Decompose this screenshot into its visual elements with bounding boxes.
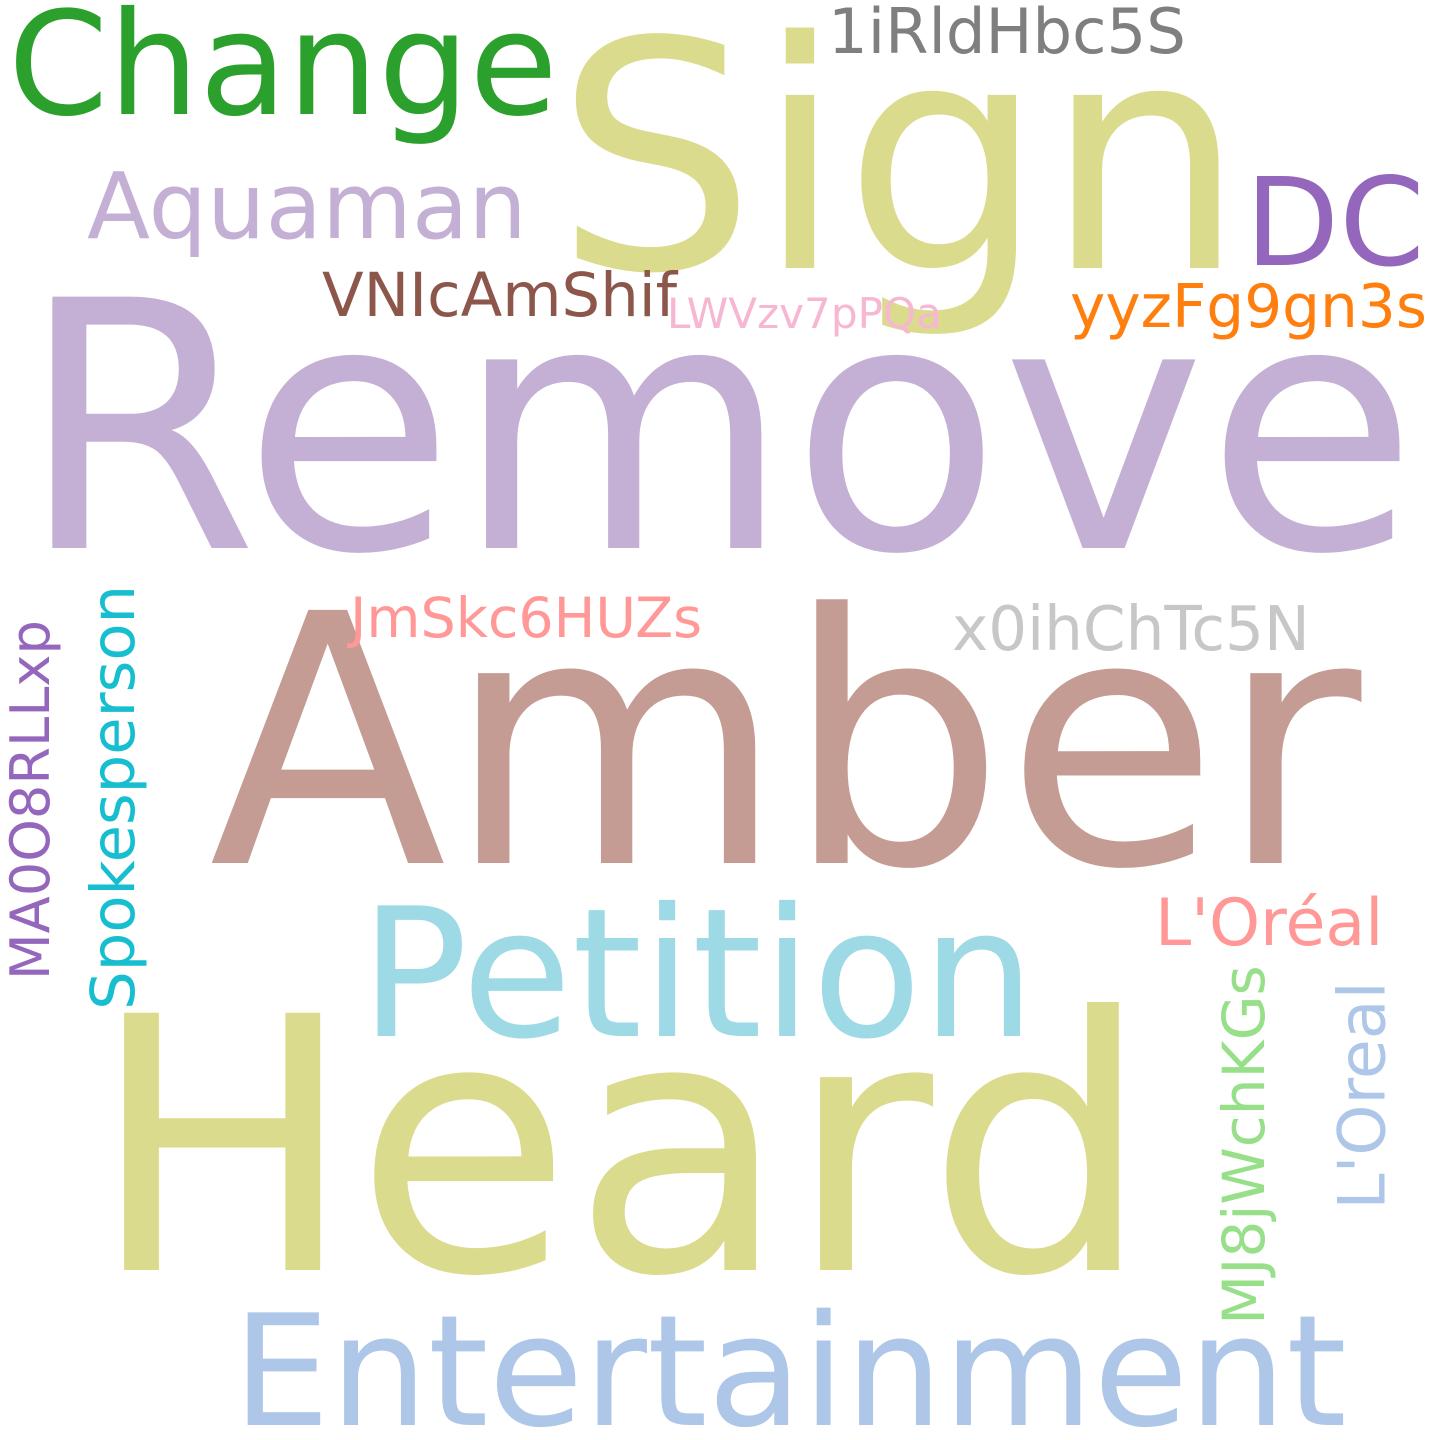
word-change: Change [8, 0, 558, 148]
word-spokesperson: Spokesperson [78, 584, 149, 1010]
word-ma0o8rllxp: MA0O8RLLxp [0, 620, 62, 981]
word-1irldhbc5s: 1iRldHbc5S [828, 0, 1186, 68]
word-heard: Heard [89, 944, 1151, 1354]
word-x0ihchtc5n: x0ihChTc5N [952, 593, 1310, 665]
word-lwvzv7ppqa: LWVzv7pPQa [667, 289, 942, 338]
word-entertainment: Entertainment [232, 1282, 1347, 1440]
word-jmskc6huzs: JmSkc6HUZs [350, 586, 703, 651]
word-yyzfg9gn3s: yyzFg9gn3s [1070, 273, 1427, 342]
word-loreal-plain: L'Oreal [1325, 980, 1401, 1210]
word-dc: DC [1245, 150, 1425, 294]
word-mj8jwchkgs: MJ8jWchKGs [1209, 965, 1278, 1325]
word-sign: Sign [555, 0, 1246, 343]
word-petition: Petition [360, 870, 1036, 1079]
word-remove: Remove [18, 228, 1418, 630]
word-aquaman: Aquaman [87, 152, 527, 260]
word-loreal-accent: L'Oréal [1155, 885, 1384, 961]
word-amber: Amber [209, 540, 1362, 945]
word-vnicamshif: VNIcAmShif [322, 259, 678, 331]
